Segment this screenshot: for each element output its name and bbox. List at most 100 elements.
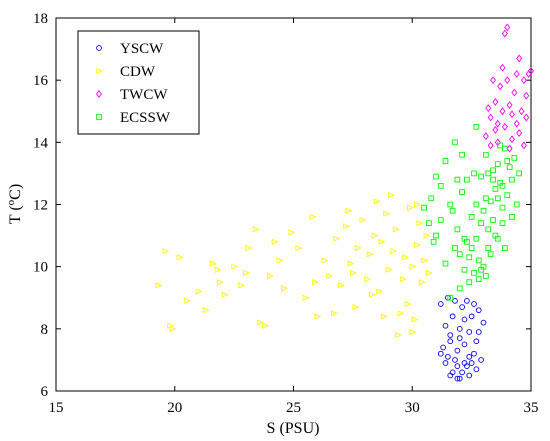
data-point-cdw (257, 319, 265, 326)
data-point-ecssw (456, 251, 463, 258)
data-point-ecssw (466, 279, 473, 286)
data-point-yscw (468, 360, 475, 366)
data-point-cdw (388, 192, 395, 199)
data-point-twcw (492, 97, 499, 106)
data-point-ecssw (478, 266, 484, 273)
data-point-twcw (513, 70, 520, 78)
data-point-cdw (364, 276, 372, 283)
data-point-ecssw (478, 173, 484, 180)
data-point-ecssw (471, 270, 477, 276)
y-tick-label: 10 (33, 260, 48, 276)
data-point-ecssw (485, 170, 492, 177)
data-point-ecssw (497, 142, 503, 149)
data-point-twcw (511, 88, 518, 97)
data-point-cdw (326, 272, 334, 280)
data-point-cdw (423, 232, 431, 239)
data-point-ecssw (447, 294, 454, 301)
data-point-twcw (509, 135, 515, 144)
data-point-yscw (454, 347, 461, 354)
x-axis-title: S (PSU) (267, 420, 320, 437)
data-point-cdw (333, 235, 341, 242)
data-point-yscw (454, 363, 461, 369)
data-point-cdw (176, 254, 184, 261)
data-point-cdw (385, 266, 393, 273)
data-point-ecssw (433, 173, 439, 180)
data-point-ecssw (459, 189, 465, 195)
data-point-cdw (407, 204, 414, 211)
data-point-cdw (314, 313, 322, 320)
data-point-cdw (209, 260, 217, 267)
data-point-yscw (447, 372, 454, 379)
data-point-ecssw (485, 226, 492, 233)
x-tick-label: 15 (49, 400, 64, 416)
data-point-ecssw (506, 164, 513, 171)
data-point-twcw (497, 82, 504, 91)
data-point-ecssw (475, 276, 482, 282)
data-point-twcw (516, 54, 523, 63)
data-point-ecssw (449, 207, 456, 214)
data-point-ecssw (426, 220, 432, 227)
data-point-yscw (442, 322, 449, 329)
y-axis-title: T (oC) (5, 184, 24, 224)
data-point-cdw (155, 282, 163, 289)
data-point-cdw (243, 269, 251, 276)
data-point-yscw (456, 335, 463, 342)
x-tick-label: 30 (405, 400, 420, 416)
data-point-ecssw (494, 195, 501, 202)
data-point-cdw (402, 254, 410, 261)
data-point-yscw (468, 313, 475, 320)
data-point-twcw (523, 91, 530, 100)
data-point-ecssw (504, 192, 511, 199)
data-point-ecssw (459, 151, 465, 158)
data-point-ecssw (461, 266, 468, 273)
data-point-ecssw (461, 235, 468, 242)
data-point-ecssw (468, 214, 475, 220)
data-point-ecssw (490, 176, 496, 183)
data-point-twcw (523, 113, 530, 122)
y-tick-label: 14 (33, 135, 49, 151)
data-point-cdw (378, 238, 386, 245)
data-point-yscw (475, 329, 482, 335)
series-cdw (155, 192, 433, 339)
data-point-ecssw (466, 254, 473, 261)
data-point-cdw (309, 213, 317, 221)
data-point-ecssw (456, 285, 463, 292)
data-point-twcw (487, 141, 494, 150)
data-point-twcw (509, 110, 515, 119)
data-point-ecssw (447, 201, 454, 208)
data-point-ecssw (442, 158, 449, 164)
data-point-ecssw (437, 182, 444, 189)
data-point-yscw (466, 372, 473, 379)
data-point-ecssw (487, 251, 494, 258)
data-point-twcw (499, 107, 506, 116)
legend-label-yscw: YSCW (120, 41, 164, 57)
data-point-cdw (350, 269, 357, 276)
data-point-ecssw (499, 182, 506, 189)
series-twcw (482, 23, 534, 153)
legend-label-cdw: CDW (120, 64, 156, 80)
data-point-cdw (352, 303, 360, 311)
data-point-cdw (359, 216, 367, 224)
y-tick-label: 6 (41, 384, 49, 400)
y-axis-title-main: T ( (7, 205, 24, 224)
data-point-cdw (266, 272, 274, 280)
data-point-yscw (461, 341, 468, 348)
series-yscw (437, 294, 487, 382)
data-point-cdw (392, 226, 400, 233)
data-point-ecssw (442, 260, 449, 267)
data-point-ecssw (452, 139, 458, 146)
data-points (155, 23, 534, 382)
data-point-yscw (456, 325, 463, 332)
data-point-twcw (499, 63, 506, 72)
data-point-cdw (342, 223, 350, 230)
data-point-cdw (262, 322, 270, 329)
data-point-cdw (383, 210, 391, 217)
data-point-cdw (395, 331, 403, 339)
legend-marker-cdw (96, 67, 104, 75)
data-point-twcw (516, 129, 523, 137)
y-tick-label: 12 (33, 198, 48, 214)
data-point-cdw (252, 226, 260, 233)
data-point-ecssw (433, 232, 439, 239)
data-point-ecssw (483, 195, 489, 202)
